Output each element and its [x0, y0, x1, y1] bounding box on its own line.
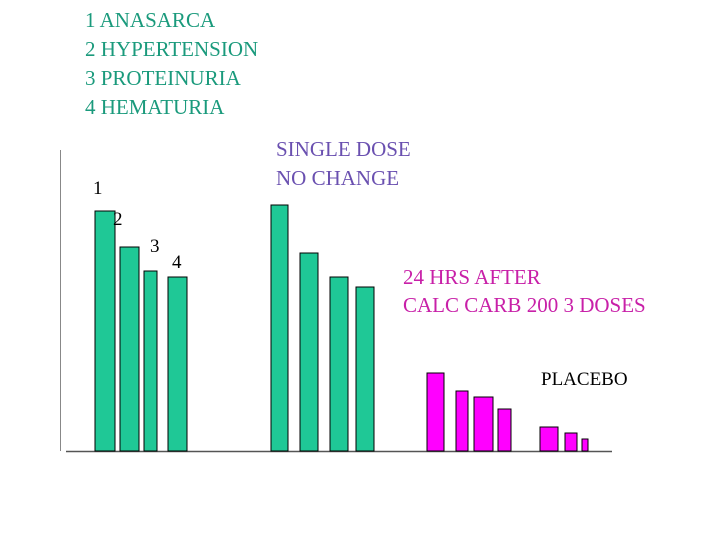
bar-g2-2	[299, 252, 319, 452]
bar-g2-1	[270, 204, 289, 452]
annotation-1-line-2: NO CHANGE	[276, 166, 399, 190]
legend-item-label: PROTEINURIA	[100, 66, 241, 90]
bar-g2-4	[355, 286, 375, 452]
annotation-3-line-1: PLACEBO	[541, 369, 628, 390]
legend-item-num: 1	[85, 8, 96, 32]
legend-item-2: 2 HYPERTENSION	[85, 35, 258, 64]
bar-label-4: 4	[172, 252, 182, 273]
legend-item-label: ANASARCA	[99, 8, 216, 32]
legend-item-label: HEMATURIA	[100, 95, 225, 119]
annotation-2-line-2: CALC CARB 200 3 DOSES	[403, 293, 646, 317]
bar-g1-3	[143, 270, 158, 452]
legend-item-label: HYPERTENSION	[100, 37, 259, 61]
bar-label-2: 2	[113, 209, 123, 230]
bar-g4-3	[581, 438, 589, 452]
legend: 1 ANASARCA 2 HYPERTENSION 3 PROTEINURIA …	[85, 6, 258, 122]
bar-g1-4	[167, 276, 188, 452]
bar-g4-2	[564, 432, 578, 452]
bar-g1-1	[94, 210, 116, 452]
bar-label-1: 1	[93, 178, 103, 199]
bar-label-3: 3	[150, 236, 160, 257]
bar-g3-2	[455, 390, 469, 452]
bar-g1-2	[119, 246, 140, 452]
bar-g3-3	[473, 396, 494, 452]
bar-g3-4	[497, 408, 512, 452]
legend-item-num: 2	[85, 37, 96, 61]
legend-item-3: 3 PROTEINURIA	[85, 64, 258, 93]
legend-item-num: 4	[85, 95, 96, 119]
annotation-1-line-1: SINGLE DOSE	[276, 137, 411, 161]
legend-item-num: 3	[85, 66, 96, 90]
bar-g3-1	[426, 372, 445, 452]
bar-g4-1	[539, 426, 559, 452]
bar-g2-3	[329, 276, 349, 452]
legend-item-4: 4 HEMATURIA	[85, 93, 258, 122]
annotation-2-line-1: 24 HRS AFTER	[403, 265, 541, 289]
legend-item-1: 1 ANASARCA	[85, 6, 258, 35]
